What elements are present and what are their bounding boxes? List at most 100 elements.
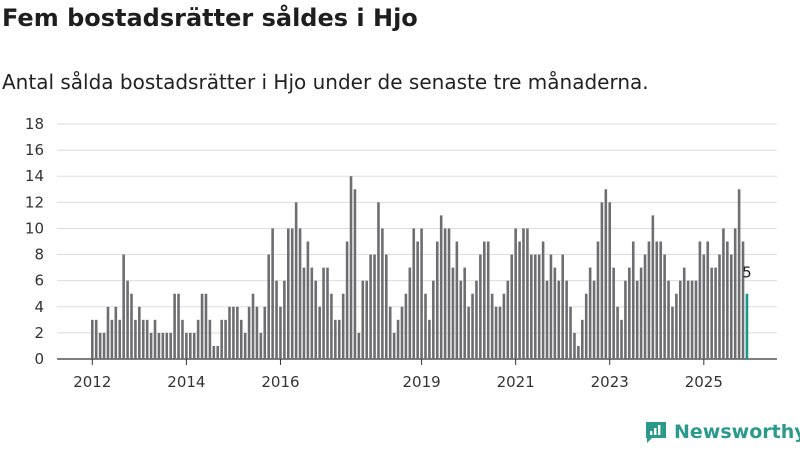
y-tick-label: 8 (34, 246, 44, 264)
bar (647, 241, 651, 359)
bar (185, 332, 188, 359)
bar (310, 267, 314, 359)
bar (110, 319, 114, 359)
bar (702, 254, 706, 359)
bar-highlight (745, 293, 749, 359)
newsworthy-logo: Newsworthy (644, 420, 800, 444)
bar (526, 228, 529, 359)
bar (153, 319, 157, 359)
bar (486, 241, 490, 359)
bar (455, 241, 459, 359)
y-tick-label: 14 (25, 167, 44, 185)
bar (459, 280, 463, 359)
bar (443, 228, 447, 359)
bar (145, 319, 149, 359)
bar (596, 241, 600, 359)
y-tick-label: 16 (25, 141, 44, 159)
bar (251, 293, 255, 359)
bar (506, 280, 510, 359)
bar (726, 241, 729, 359)
bar (408, 267, 412, 359)
bar (741, 241, 745, 359)
bar (294, 202, 298, 359)
bar (314, 280, 318, 359)
bar (322, 267, 325, 359)
x-tick-label: 2023 (591, 373, 629, 391)
bar (573, 332, 576, 359)
bar (663, 254, 666, 359)
y-tick-label: 0 (34, 350, 44, 368)
bar (616, 306, 619, 359)
bar (302, 267, 306, 359)
bar (537, 254, 541, 359)
bar (675, 293, 678, 359)
bar (432, 280, 435, 359)
bar (373, 254, 376, 359)
chart-title: Fem bostadsrätter såldes i Hjo (2, 4, 418, 32)
bar (306, 241, 310, 359)
y-tick-label: 10 (25, 219, 44, 237)
bar (247, 306, 251, 359)
bar (232, 306, 235, 359)
bar (318, 306, 321, 359)
bar (298, 228, 302, 359)
bar (522, 228, 525, 359)
bar (631, 241, 635, 359)
bar (639, 267, 643, 359)
bar (439, 215, 443, 359)
bar (553, 267, 557, 359)
x-tick-label: 2016 (261, 373, 299, 391)
bar (706, 241, 710, 359)
bar (94, 319, 98, 359)
bar (377, 202, 380, 359)
bar (710, 267, 713, 359)
x-axis-ticks: 2012 2014 2016 2019 2021 2023 2025 (73, 359, 723, 391)
bar (196, 319, 200, 359)
bar (467, 306, 470, 359)
bar (714, 267, 717, 359)
x-tick-label: 2021 (497, 373, 535, 391)
bar (581, 319, 584, 359)
bar (604, 189, 608, 359)
bar (718, 254, 721, 359)
bar (584, 293, 588, 359)
bar (682, 267, 686, 359)
bar (655, 241, 659, 359)
bar (381, 228, 384, 359)
bar (200, 293, 204, 359)
bar (337, 319, 341, 359)
bar (510, 254, 514, 359)
bar (126, 280, 129, 359)
bar (690, 280, 694, 359)
bar (545, 280, 549, 359)
bar (365, 280, 368, 359)
bar (259, 332, 263, 359)
bar (600, 202, 604, 359)
bar (577, 345, 580, 359)
bar (122, 254, 125, 359)
bar (134, 319, 137, 359)
bar (283, 280, 286, 359)
bar-labels: 5 (742, 264, 752, 282)
bar (91, 319, 94, 359)
bar (698, 241, 702, 359)
bar (451, 267, 455, 359)
bar (416, 241, 419, 359)
bar (651, 215, 655, 359)
bar (161, 332, 165, 359)
bar (239, 319, 243, 359)
bar (114, 306, 118, 359)
bar (588, 267, 592, 359)
bar (729, 254, 733, 359)
bar (404, 293, 408, 359)
bar (737, 189, 741, 359)
bar (569, 306, 572, 359)
bar (463, 267, 466, 359)
bar (722, 228, 725, 359)
bar (228, 306, 231, 359)
y-tick-label: 18 (25, 115, 44, 133)
bar (483, 241, 486, 359)
bar (659, 241, 662, 359)
bar (353, 189, 357, 359)
bar (263, 306, 267, 359)
